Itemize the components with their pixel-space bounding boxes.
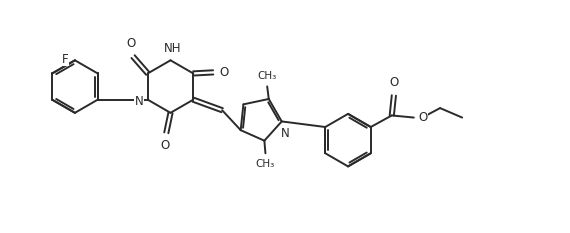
Text: F: F	[62, 53, 68, 66]
Text: O: O	[389, 76, 398, 89]
Text: N: N	[280, 127, 289, 140]
Text: O: O	[127, 37, 136, 50]
Text: O: O	[160, 139, 169, 152]
Text: O: O	[219, 66, 229, 79]
Text: CH₃: CH₃	[256, 159, 275, 169]
Text: CH₃: CH₃	[258, 71, 277, 81]
Text: N: N	[135, 95, 144, 108]
Text: O: O	[418, 110, 428, 123]
Text: NH: NH	[164, 42, 181, 55]
